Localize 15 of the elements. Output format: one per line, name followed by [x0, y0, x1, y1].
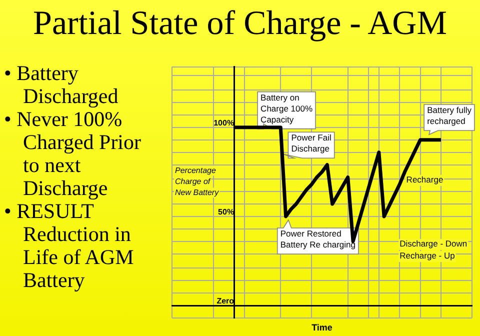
- annotation: Power Fail Discharge: [291, 132, 332, 154]
- annotation: Battery fully recharged: [427, 105, 472, 126]
- y-tick-label: 50%: [218, 208, 234, 217]
- annotation: Discharge - Down Recharge - Up: [400, 238, 468, 261]
- y-axis-title: Percentage Charge of New Battery: [175, 166, 220, 197]
- y-tick-label: 100%: [214, 118, 234, 128]
- chart-title: Partial State of Charge - AGM: [32, 4, 448, 44]
- annotation: Power Restored Battery Re charging: [280, 228, 356, 250]
- text: • Battery Discharged: [4, 61, 120, 108]
- text: • Never 100% Charged Prior to next Discharge: [4, 107, 142, 200]
- annotation: Battery on Charge 100% Capacity: [260, 92, 313, 124]
- text: • RESULT Reduction in Life of AGM Battery: [4, 199, 135, 292]
- y-tick-label: Zero: [216, 296, 234, 306]
- x-axis-title: Time: [312, 322, 332, 332]
- annotation: Recharge: [406, 174, 444, 184]
